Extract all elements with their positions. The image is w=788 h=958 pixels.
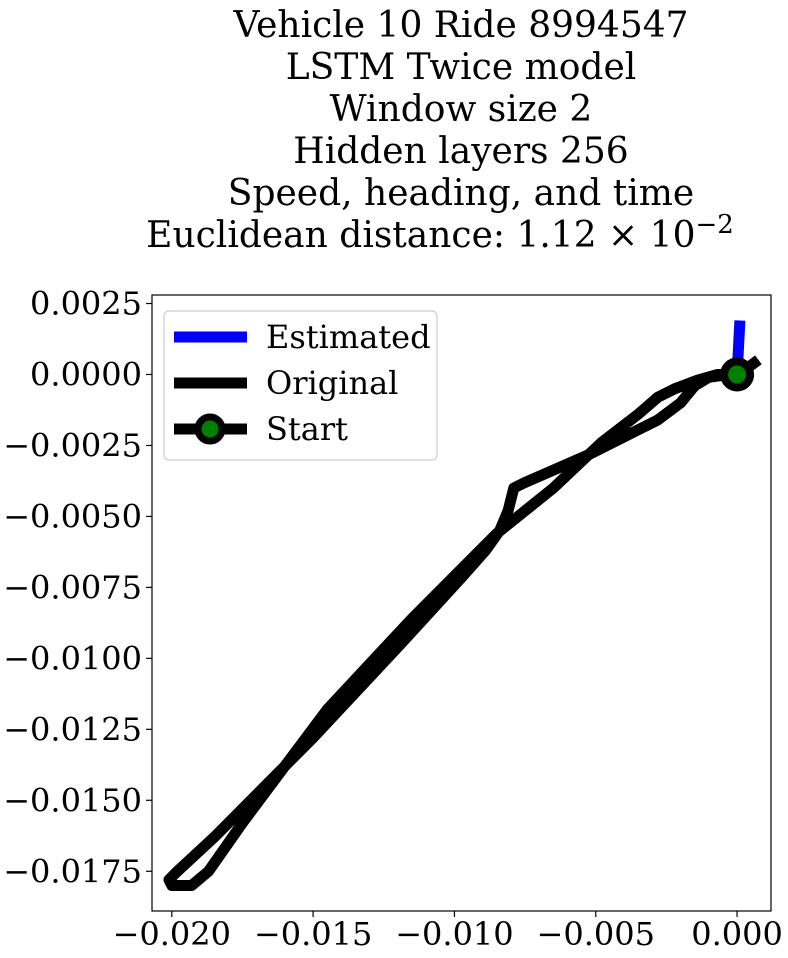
y-tick-label-2: −0.0025 xyxy=(3,426,142,464)
title-line-6: Euclidean distance: 1.12 × 10−2 xyxy=(146,210,734,256)
legend-swatch-start-marker xyxy=(194,413,226,445)
y-tick-label-8: −0.0175 xyxy=(3,852,142,890)
title-line-3: Window size 2 xyxy=(330,89,593,130)
x-tick-label-1: −0.015 xyxy=(254,915,372,953)
y-tick-label-6: −0.0125 xyxy=(3,710,142,748)
legend-box xyxy=(163,310,438,461)
x-tick-label-4: 0.000 xyxy=(691,915,783,953)
y-tick-label-7: −0.0150 xyxy=(3,781,142,819)
legend-label-original: Original xyxy=(266,364,398,402)
legend-label-estimated: Estimated xyxy=(266,318,431,356)
y-tick-label-3: −0.0050 xyxy=(3,497,142,535)
legend-label-start: Start xyxy=(266,410,348,448)
title-line-4: Hidden layers 256 xyxy=(293,131,628,172)
x-tick-label-3: −0.005 xyxy=(537,915,655,953)
plot-area xyxy=(163,320,762,891)
x-tick-label-0: −0.020 xyxy=(113,915,231,953)
x-tick-label-2: −0.010 xyxy=(395,915,513,953)
y-tick-label-5: −0.0100 xyxy=(3,639,142,677)
title-exponent: −2 xyxy=(695,210,733,240)
y-tick-label-1: 0.0000 xyxy=(30,355,142,393)
series-original-line xyxy=(163,355,762,891)
title-line-2: LSTM Twice model xyxy=(286,47,637,88)
legend: Estimated Original Start xyxy=(163,310,438,461)
title-line-1: Vehicle 10 Ride 8994547 xyxy=(232,5,688,46)
y-tick-label-0: 0.0025 xyxy=(30,285,142,323)
title-line-6-text: Euclidean distance: 1.12 × 10 xyxy=(146,215,695,256)
start-marker xyxy=(720,357,755,392)
y-axis: 0.0025 0.0000 −0.0025 −0.0050 −0.0075 −0.0100… xyxy=(3,285,152,890)
y-tick-label-4: −0.0075 xyxy=(3,568,142,606)
plot-frame xyxy=(151,294,772,912)
chart-title: Vehicle 10 Ride 8994547 LSTM Twice model… xyxy=(146,5,734,256)
title-line-5: Speed, heading, and time xyxy=(228,173,694,214)
x-axis: −0.020 −0.015 −0.010 −0.005 0.000 xyxy=(113,911,783,953)
